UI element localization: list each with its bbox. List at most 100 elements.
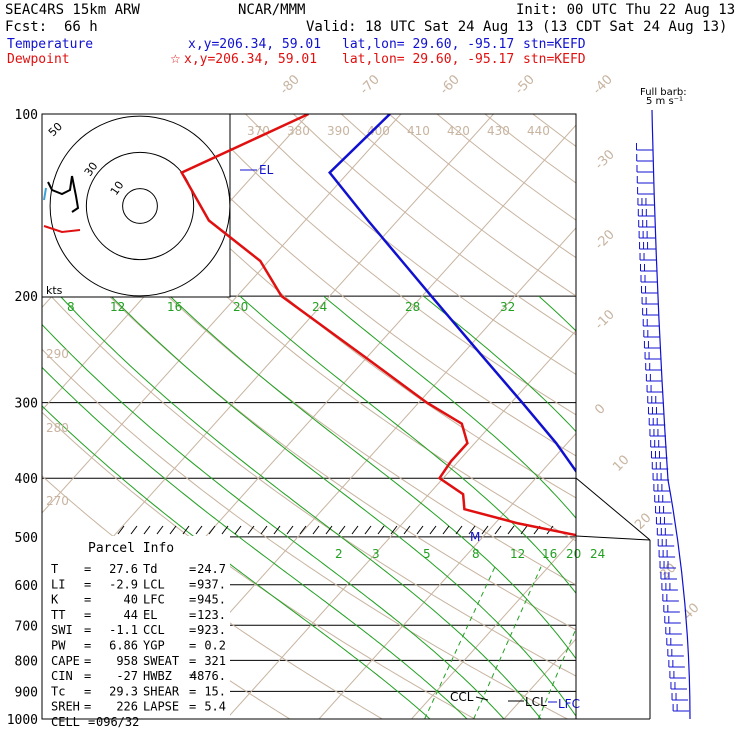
barb-legend-line2: 5 m s⁻¹ xyxy=(646,96,683,107)
pressure-label: 1000 xyxy=(7,713,38,728)
parcel-value: 15. xyxy=(204,684,226,698)
dew-legend-xy: x,y=206.34, 59.01 xyxy=(184,52,317,67)
parcel-eq: = xyxy=(88,715,95,729)
parcel-value: 958 xyxy=(116,654,138,668)
isotherm-line xyxy=(411,535,576,719)
mixing-ratio-label: 3 xyxy=(372,547,380,561)
parcel-eq: = xyxy=(84,669,91,683)
parcel-value: -1.1 xyxy=(109,623,138,637)
parcel-value: 937. xyxy=(197,577,226,591)
hatch-mark xyxy=(156,525,164,535)
parcel-key: TT xyxy=(51,608,65,622)
hatch-mark xyxy=(468,525,476,535)
dry-adiabat-line xyxy=(436,114,576,221)
parcel-eq: = xyxy=(84,654,91,668)
moist-adiabat-line xyxy=(42,366,468,719)
parcel-value: 40 xyxy=(124,593,138,607)
parcel-value: 5.4 xyxy=(204,700,226,714)
el-label: EL xyxy=(259,163,274,177)
temp-legend-xy: x,y=206.34, 59.01 xyxy=(188,37,321,52)
hodograph-ring xyxy=(85,151,195,261)
parcel-info-box xyxy=(42,536,230,719)
theta-label: 440 xyxy=(527,124,550,138)
parcel-value: 29.3 xyxy=(109,684,138,698)
parcel-key: CELL xyxy=(51,715,80,729)
parcel-key: Td xyxy=(143,562,157,576)
fcst-label: Fcst: xyxy=(5,19,47,35)
mixing-ratio-label: 16 xyxy=(542,547,557,561)
parcel-eq: = xyxy=(84,577,91,591)
hatch-mark xyxy=(416,525,424,535)
hatch-mark xyxy=(169,525,177,535)
parcel-key: SHEAR xyxy=(143,684,180,698)
parcel-key: T xyxy=(51,562,58,576)
isotherm-line xyxy=(226,329,576,719)
theta-label: 380 xyxy=(287,124,310,138)
hatch-mark xyxy=(442,525,450,535)
theta-e-label: 32 xyxy=(500,300,515,314)
barb-legend-line1: Full barb: xyxy=(640,87,687,98)
dry-adiabat-line xyxy=(42,160,576,586)
mixing-ratio-label: 8 xyxy=(472,547,480,561)
fcst-value: 66 h xyxy=(64,19,98,35)
parcel-value: 321 xyxy=(204,654,226,668)
hatch-mark xyxy=(221,525,229,535)
hatch-mark xyxy=(338,525,346,535)
theta-label-left: 280 xyxy=(46,421,69,435)
hodograph-ring xyxy=(49,115,231,297)
pressure-label: 200 xyxy=(15,290,38,305)
hatch-mark xyxy=(429,525,437,535)
parcel-eq: = xyxy=(84,639,91,653)
temp-legend-stn: stn=KEFD xyxy=(523,37,586,52)
pressure-label: 600 xyxy=(15,579,38,594)
parcel-key: LCL xyxy=(143,577,165,591)
hodograph-trace xyxy=(43,187,47,201)
isotherm-label: -50 xyxy=(512,72,538,98)
parcel-value: 4876. xyxy=(190,669,226,683)
parcel-key: SREH xyxy=(51,700,80,714)
parcel-value: 226 xyxy=(116,700,138,714)
lfc-label: LFC xyxy=(558,697,580,711)
parcel-key: HWBZ xyxy=(143,669,172,683)
temp-legend-label: Temperature xyxy=(7,37,93,52)
mixing-ratio-line xyxy=(537,627,576,719)
hatch-mark xyxy=(182,525,190,535)
hatch-mark xyxy=(403,525,411,535)
isotherm-label: 40 xyxy=(680,601,702,623)
theta-e-label: 8 xyxy=(67,300,75,314)
dry-adiabat-line xyxy=(42,285,576,677)
parcel-eq: = xyxy=(189,623,196,637)
dry-adiabat-line xyxy=(149,114,576,457)
theta-label: 430 xyxy=(487,124,510,138)
isotherm-label: -30 xyxy=(592,147,618,173)
dew-legend-latlon: lat,lon= 29.60, -95.17 xyxy=(342,52,514,67)
moist-adiabat-line xyxy=(423,295,576,433)
parcel-eq: = xyxy=(84,593,91,607)
isotherm-label: -80 xyxy=(277,72,303,98)
dry-adiabat-line xyxy=(245,114,576,376)
parcel-eq: = xyxy=(189,684,196,698)
mixing-ratio-label: 24 xyxy=(590,547,605,561)
moist-adiabat-line xyxy=(42,323,505,719)
parcel-eq: = xyxy=(84,684,91,698)
hatch-mark xyxy=(273,525,281,535)
dry-adiabat-line xyxy=(101,114,576,499)
parcel-value: 0.2 xyxy=(204,639,226,653)
isotherm-label: -40 xyxy=(590,72,616,98)
parcel-eq: = xyxy=(84,623,91,637)
parcel-eq: = xyxy=(189,669,196,683)
plot-frame xyxy=(41,113,577,720)
theta-label-left: 270 xyxy=(46,494,69,508)
dry-adiabat-line xyxy=(724,114,740,719)
hatch-mark xyxy=(208,525,216,535)
theta-e-label: 28 xyxy=(405,300,420,314)
hatch-mark xyxy=(312,525,320,535)
theta-label: 400 xyxy=(367,124,390,138)
hodograph-trace xyxy=(43,225,81,234)
hatch-mark xyxy=(130,525,138,535)
theta-label: 390 xyxy=(327,124,350,138)
isotherm-line xyxy=(318,432,576,719)
pressure-label: 300 xyxy=(15,397,38,412)
parcel-value: 923. xyxy=(197,623,226,637)
